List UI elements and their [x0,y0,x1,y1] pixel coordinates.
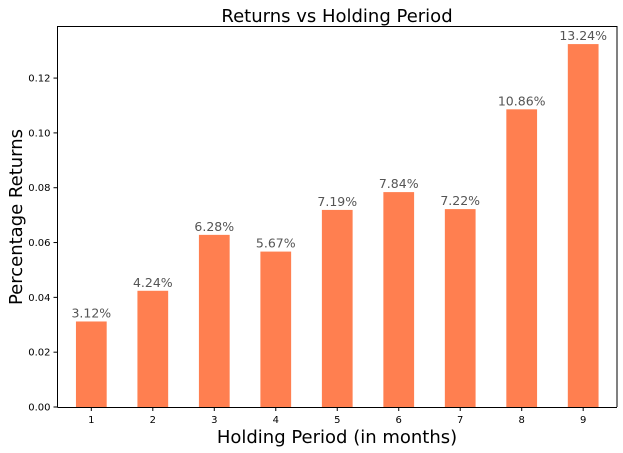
x-tick-label: 2 [150,415,156,426]
x-tick-label: 5 [334,415,340,426]
y-axis-ticks: 0.00 0.02 0.04 0.06 0.08 0.10 0.12 [28,74,58,414]
bar-1 [75,321,107,407]
y-tick-label: 0.08 [28,183,50,194]
y-axis-title: Percentage Returns [6,129,27,305]
data-labels: 3.12% 4.24% 6.28% 5.67% 7.19% 7.84% 7.22% 10.86… [71,28,607,320]
data-label: 3.12% [71,305,111,320]
bar-2 [137,290,169,407]
data-label: 10.86% [498,93,546,108]
bar-8 [506,109,538,407]
x-tick-label: 6 [396,415,402,426]
data-label: 7.22% [440,193,480,208]
x-axis-title: Holding Period (in months) [217,427,457,448]
bar-6 [383,192,415,407]
x-tick-label: 9 [580,415,586,426]
y-tick-label: 0.04 [28,293,50,304]
x-tick-label: 4 [273,415,279,426]
x-tick-label: 7 [457,415,463,426]
data-label: 7.84% [379,176,419,191]
bar-7 [444,209,476,407]
y-tick-label: 0.10 [28,128,50,139]
y-tick-label: 0.12 [28,74,50,85]
data-label: 4.24% [133,275,173,290]
bar-4 [260,251,292,407]
bars [75,44,599,408]
x-tick-label: 8 [519,415,525,426]
bar-3 [198,234,230,407]
y-tick-label: 0.02 [28,348,50,359]
x-tick-label: 1 [88,415,94,426]
data-label: 13.24% [559,28,607,43]
chart-title: Returns vs Holding Period [221,6,452,27]
data-label: 7.19% [317,194,357,209]
bar-9 [567,44,599,408]
data-label: 6.28% [194,219,234,234]
x-tick-label: 3 [211,415,217,426]
plot-frame [57,26,618,408]
y-tick-label: 0.06 [28,238,50,249]
data-label: 5.67% [256,236,296,251]
y-tick-label: 0.00 [28,403,50,414]
bar-5 [321,209,353,407]
x-axis-ticks: 1 2 3 4 5 6 7 8 9 [88,407,586,426]
